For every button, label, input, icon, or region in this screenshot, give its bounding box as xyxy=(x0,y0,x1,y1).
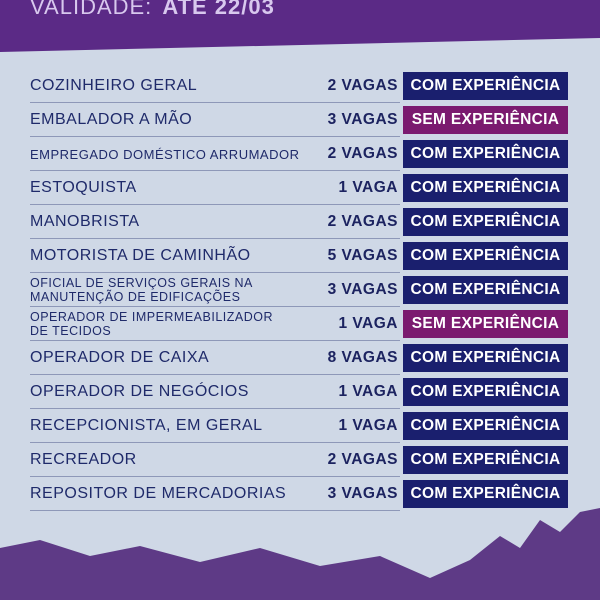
requirement-badge: COM EXPERIÊNCIA xyxy=(403,140,568,168)
vacancies: 1 VAGA xyxy=(338,315,398,332)
validity-date: ATÉ 22/03 xyxy=(162,0,275,19)
separator xyxy=(30,408,400,409)
separator xyxy=(30,340,400,341)
requirement-badge: SEM EXPERIÊNCIA xyxy=(403,310,568,338)
header: VALIDADE: ATÉ 22/03 xyxy=(30,0,275,20)
job-title-line: OFICIAL DE SERVIÇOS GERAIS NA xyxy=(30,276,253,290)
job-title: COZINHEIRO GERAL xyxy=(30,77,198,94)
vacancies: 3 VAGAS xyxy=(327,485,398,502)
job-title: OFICIAL DE SERVIÇOS GERAIS NA MANUTENÇÃO … xyxy=(30,273,253,307)
requirement-badge: SEM EXPERIÊNCIA xyxy=(403,106,568,134)
vacancies: 1 VAGA xyxy=(338,417,398,434)
job-title-line: MANUTENÇÃO DE EDIFICAÇÕES xyxy=(30,290,241,304)
job-row: EMBALADOR A MÃO 3 VAGAS SEM EXPERIÊNCIA xyxy=(30,103,570,137)
vacancies: 8 VAGAS xyxy=(327,349,398,366)
job-title: MOTORISTA DE CAMINHÃO xyxy=(30,247,251,264)
job-title-line: OPERADOR DE IMPERMEABILIZADOR xyxy=(30,310,274,324)
vacancies: 1 VAGA xyxy=(338,383,398,400)
job-row: RECEPCIONISTA, EM GERAL 1 VAGA COM EXPERIÊ… xyxy=(30,409,570,443)
job-title: EMPREGADO DOMÉSTICO ARRUMADOR xyxy=(30,146,300,162)
requirement-badge: COM EXPERIÊNCIA xyxy=(403,446,568,474)
vacancies: 2 VAGAS xyxy=(327,145,398,162)
job-row: OFICIAL DE SERVIÇOS GERAIS NA MANUTENÇÃO … xyxy=(30,273,570,307)
requirement-badge: COM EXPERIÊNCIA xyxy=(403,242,568,270)
requirement-badge: COM EXPERIÊNCIA xyxy=(403,208,568,236)
vacancies: 1 VAGA xyxy=(338,179,398,196)
job-row: OPERADOR DE NEGÓCIOS 1 VAGA COM EXPERIÊNCI… xyxy=(30,375,570,409)
separator xyxy=(30,238,400,239)
requirement-badge: COM EXPERIÊNCIA xyxy=(403,378,568,406)
job-row: MOTORISTA DE CAMINHÃO 5 VAGAS COM EXPERIÊN… xyxy=(30,239,570,273)
job-title: RECEPCIONISTA, EM GERAL xyxy=(30,417,263,434)
job-row: MANOBRISTA 2 VAGAS COM EXPERIÊNCIA xyxy=(30,205,570,239)
job-title: RECREADOR xyxy=(30,451,137,468)
vacancies: 2 VAGAS xyxy=(327,451,398,468)
separator xyxy=(30,442,400,443)
job-title: REPOSITOR DE MERCADORIAS xyxy=(30,485,287,502)
requirement-badge: COM EXPERIÊNCIA xyxy=(403,276,568,304)
job-title: OPERADOR DE IMPERMEABILIZADOR DE TECIDOS xyxy=(30,307,273,341)
vacancies: 3 VAGAS xyxy=(327,281,398,298)
job-title: MANOBRISTA xyxy=(30,213,140,230)
requirement-badge: COM EXPERIÊNCIA xyxy=(403,480,568,508)
separator xyxy=(30,476,400,477)
separator xyxy=(30,136,400,137)
vacancies: 2 VAGAS xyxy=(327,213,398,230)
requirement-badge: COM EXPERIÊNCIA xyxy=(403,412,568,440)
separator xyxy=(30,306,400,307)
vacancies: 2 VAGAS xyxy=(327,77,398,94)
job-row: RECREADOR 2 VAGAS COM EXPERIÊNCIA xyxy=(30,443,570,477)
vacancies: 5 VAGAS xyxy=(327,247,398,264)
job-row: REPOSITOR DE MERCADORIAS 3 VAGAS COM EXPER… xyxy=(30,477,570,511)
separator xyxy=(30,374,400,375)
job-title: EMBALADOR A MÃO xyxy=(30,111,193,128)
header-band xyxy=(0,0,600,52)
vacancies: 3 VAGAS xyxy=(327,111,398,128)
separator xyxy=(30,272,400,273)
job-row: OPERADOR DE IMPERMEABILIZADOR DE TECIDOS 1… xyxy=(30,307,570,341)
job-title-line: DE TECIDOS xyxy=(30,324,112,338)
job-title: OPERADOR DE NEGÓCIOS xyxy=(30,383,249,400)
requirement-badge: COM EXPERIÊNCIA xyxy=(403,344,568,372)
separator xyxy=(30,102,400,103)
job-row: ESTOQUISTA 1 VAGA COM EXPERIÊNCIA xyxy=(30,171,570,205)
mountains xyxy=(0,508,600,600)
separator xyxy=(30,510,400,511)
validity-label: VALIDADE: xyxy=(30,0,153,19)
job-title: OPERADOR DE CAIXA xyxy=(30,349,210,366)
requirement-badge: COM EXPERIÊNCIA xyxy=(403,72,568,100)
separator xyxy=(30,204,400,205)
job-row: COZINHEIRO GERAL 2 VAGAS COM EXPERIÊNCIA xyxy=(30,69,570,103)
job-row: EMPREGADO DOMÉSTICO ARRUMADOR 2 VAGAS COM … xyxy=(30,137,570,171)
separator xyxy=(30,170,400,171)
job-row: OPERADOR DE CAIXA 8 VAGAS COM EXPERIÊNCIA xyxy=(30,341,570,375)
job-title: ESTOQUISTA xyxy=(30,179,137,196)
requirement-badge: COM EXPERIÊNCIA xyxy=(403,174,568,202)
